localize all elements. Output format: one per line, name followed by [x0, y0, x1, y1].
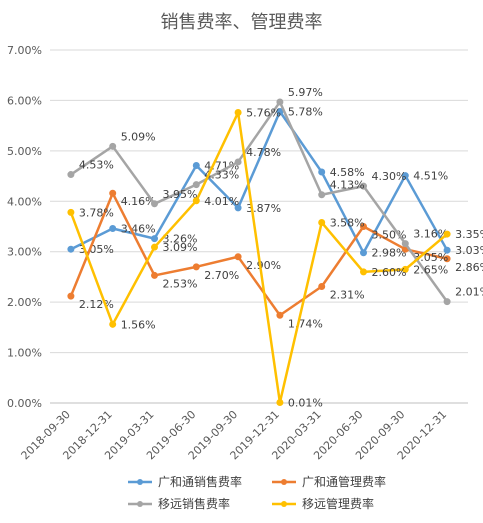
data-label: 2.90% [246, 259, 281, 272]
data-point [109, 142, 117, 150]
legend-marker [137, 501, 143, 507]
data-label: 2.12% [79, 298, 114, 311]
data-point [318, 191, 326, 199]
data-label: 4.01% [204, 195, 239, 208]
data-label: 4.58% [330, 166, 365, 179]
y-tick-label: 4.00% [7, 195, 42, 208]
data-label: 5.76% [246, 107, 281, 120]
series-line [69, 191, 448, 317]
y-tick-label: 7.00% [7, 44, 42, 57]
data-label: 3.95% [163, 188, 198, 201]
data-point [109, 320, 117, 328]
data-label: 2.53% [163, 277, 198, 290]
data-point [151, 243, 158, 251]
data-label: 0.01% [288, 396, 323, 409]
y-tick-label: 3.00% [7, 246, 42, 259]
data-label: 3.87% [246, 202, 281, 215]
data-point [443, 246, 451, 254]
data-label: 4.13% [330, 179, 365, 192]
data-point [109, 225, 117, 233]
data-point [360, 223, 367, 230]
data-label: 3.78% [79, 206, 114, 219]
legend-label: 广和通销售费率 [158, 474, 242, 489]
data-point [276, 311, 284, 319]
data-label: 2.86% [455, 261, 483, 274]
data-point [234, 253, 242, 261]
y-tick-label: 1.00% [7, 347, 42, 360]
data-label: 4.30% [372, 170, 407, 183]
legend-label: 移远管理费率 [302, 496, 374, 511]
data-label: 3.09% [163, 241, 198, 254]
data-point [192, 161, 200, 169]
data-point [109, 189, 117, 197]
data-point [360, 249, 367, 257]
data-label: 3.35% [455, 228, 483, 241]
data-point [234, 109, 242, 117]
data-point [151, 235, 158, 243]
data-point [151, 271, 158, 279]
y-tick-label: 2.00% [7, 296, 42, 309]
legend-label: 移远销售费率 [158, 496, 230, 511]
data-point [192, 263, 200, 271]
data-point [276, 398, 284, 406]
data-point [401, 265, 409, 273]
data-point [318, 168, 326, 176]
data-point [67, 208, 75, 216]
data-point [443, 230, 451, 238]
data-label: 2.98% [372, 247, 407, 260]
data-label: 4.53% [79, 159, 114, 172]
data-label: 4.16% [121, 195, 156, 208]
data-point [443, 298, 451, 306]
legend-label: 广和通管理费率 [302, 474, 386, 489]
y-tick-label: 5.00% [7, 145, 42, 158]
y-tick-label: 6.00% [7, 94, 42, 107]
y-tick-label: 0.00% [7, 397, 42, 410]
data-point [401, 240, 409, 248]
legend-marker [281, 501, 287, 507]
legend-marker [281, 479, 287, 485]
series-line [70, 100, 449, 303]
data-point [67, 292, 75, 300]
data-point [67, 245, 75, 253]
data-label: 2.01% [455, 286, 483, 299]
data-label: 4.33% [204, 169, 239, 182]
data-label: 4.78% [246, 146, 281, 159]
data-label: 1.56% [121, 318, 156, 331]
data-point [443, 255, 451, 263]
data-label: 2.60% [372, 266, 407, 279]
data-label: 4.51% [413, 170, 448, 183]
data-point [318, 283, 326, 291]
data-point [360, 182, 367, 190]
data-point [401, 172, 409, 180]
legend-marker [137, 479, 143, 485]
data-label: 1.74% [288, 317, 323, 330]
data-label: 2.70% [204, 269, 239, 282]
data-label: 3.16% [413, 228, 448, 241]
data-label: 3.46% [121, 223, 156, 236]
data-label: 2.31% [330, 289, 365, 302]
data-label: 3.03% [455, 244, 483, 257]
data-point [318, 218, 326, 226]
data-point [234, 204, 242, 212]
data-point [360, 268, 367, 276]
series-line [69, 111, 448, 404]
data-point [192, 181, 200, 189]
data-label: 3.26% [163, 233, 198, 246]
data-point [234, 158, 242, 166]
data-point [151, 200, 158, 208]
data-label: 5.97% [288, 86, 323, 99]
data-label: 5.09% [121, 130, 156, 143]
chart-title: 销售费率、管理费率 [160, 12, 323, 33]
data-label: 2.65% [413, 263, 448, 276]
data-point [276, 98, 284, 106]
data-point [192, 197, 200, 205]
data-point [67, 171, 75, 179]
data-label: 3.58% [330, 216, 365, 229]
data-label: 5.78% [288, 106, 323, 119]
